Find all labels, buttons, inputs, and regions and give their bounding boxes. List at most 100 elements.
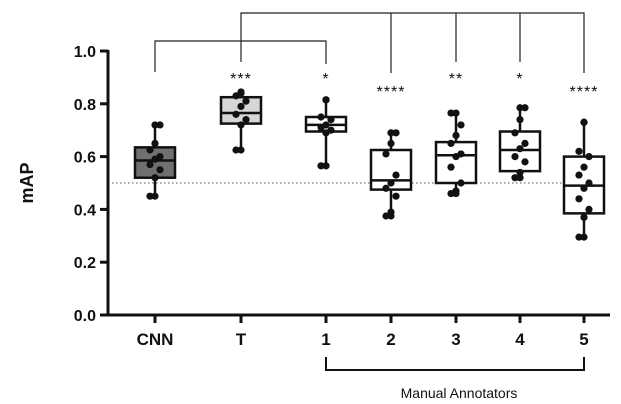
data-point — [511, 129, 519, 137]
data-point — [156, 153, 164, 161]
data-point — [151, 139, 159, 147]
data-point — [382, 212, 390, 220]
y-tick-label: 0.0 — [74, 308, 96, 325]
data-point — [151, 174, 159, 182]
data-point — [242, 116, 250, 124]
data-point — [516, 116, 524, 124]
data-point — [580, 213, 588, 221]
data-point — [521, 104, 529, 112]
x-tick-label: CNN — [137, 330, 174, 349]
box-4 — [498, 104, 542, 182]
x-tick-label: 1 — [321, 330, 330, 349]
data-point — [382, 184, 390, 192]
significance-label: ** — [449, 71, 463, 88]
data-point — [521, 158, 529, 166]
data-point — [580, 184, 588, 192]
data-point — [232, 146, 240, 154]
data-point — [387, 129, 395, 137]
box-2 — [369, 129, 413, 220]
data-point — [237, 88, 245, 96]
box-5 — [562, 118, 606, 241]
data-point — [575, 171, 583, 179]
x-tick-label: 3 — [451, 330, 460, 349]
y-tick-label: 0.6 — [74, 150, 96, 167]
data-point — [447, 163, 455, 171]
group-bracket — [325, 357, 585, 371]
significance-label: * — [322, 71, 329, 88]
data-point — [457, 179, 465, 187]
y-tick-label: 0.4 — [74, 202, 96, 219]
y-tick-label: 1.0 — [74, 44, 96, 61]
data-point — [387, 139, 395, 147]
data-point — [151, 121, 159, 129]
data-point — [322, 96, 330, 104]
box-iqr — [434, 140, 478, 185]
data-point — [392, 171, 400, 179]
data-point — [521, 139, 529, 147]
data-point — [382, 150, 390, 158]
data-point — [452, 131, 460, 140]
significance-label: * — [516, 71, 523, 88]
box-t — [219, 88, 263, 154]
data-point — [516, 104, 524, 112]
data-point — [580, 163, 588, 171]
data-point — [237, 102, 245, 111]
data-point — [327, 116, 335, 124]
data-point — [452, 189, 460, 198]
significance-label: **** — [377, 84, 406, 101]
box-3 — [434, 109, 478, 198]
comparison-bracket-t — [240, 12, 585, 73]
data-point — [156, 121, 164, 129]
significance-label: **** — [570, 84, 599, 101]
data-point — [146, 192, 154, 200]
group-label: Manual Annotators — [401, 385, 518, 401]
data-point — [575, 233, 583, 241]
data-point — [516, 174, 524, 182]
data-point — [580, 233, 588, 241]
data-point — [452, 109, 460, 117]
data-point — [575, 195, 583, 203]
data-point — [146, 160, 154, 169]
data-point — [447, 109, 455, 117]
data-point — [580, 118, 588, 126]
y-tick-label: 0.2 — [74, 255, 96, 272]
data-point — [585, 205, 593, 213]
data-point — [516, 145, 524, 153]
data-point — [387, 179, 395, 187]
x-tick-label: T — [236, 330, 247, 349]
data-point — [457, 150, 465, 158]
box-1 — [304, 96, 348, 170]
y-tick-label: 0.8 — [74, 97, 96, 114]
data-point — [151, 192, 159, 200]
data-point — [317, 113, 325, 121]
x-tick-label: 4 — [515, 330, 525, 349]
y-axis-label: mAP — [17, 162, 37, 203]
data-point — [575, 147, 583, 155]
data-point — [237, 121, 245, 129]
data-point — [232, 110, 240, 118]
data-point — [146, 146, 154, 154]
data-point — [392, 192, 400, 200]
data-point — [327, 126, 335, 134]
data-point — [392, 129, 400, 137]
data-point — [156, 166, 164, 174]
data-point — [585, 179, 593, 187]
x-tick-label: 5 — [579, 330, 588, 349]
data-point — [516, 168, 524, 177]
data-point — [585, 153, 593, 161]
box-cnn — [133, 121, 177, 200]
x-tick-label: 2 — [386, 330, 395, 349]
data-point — [511, 174, 519, 182]
box-iqr — [219, 95, 263, 125]
data-point — [317, 162, 325, 170]
significance-label: *** — [230, 71, 252, 88]
data-point — [447, 139, 455, 147]
data-point — [387, 212, 395, 220]
data-point — [242, 97, 250, 105]
data-point — [457, 121, 465, 129]
data-point — [237, 146, 245, 154]
data-point — [511, 153, 519, 161]
data-point — [322, 162, 330, 170]
data-point — [322, 121, 330, 129]
